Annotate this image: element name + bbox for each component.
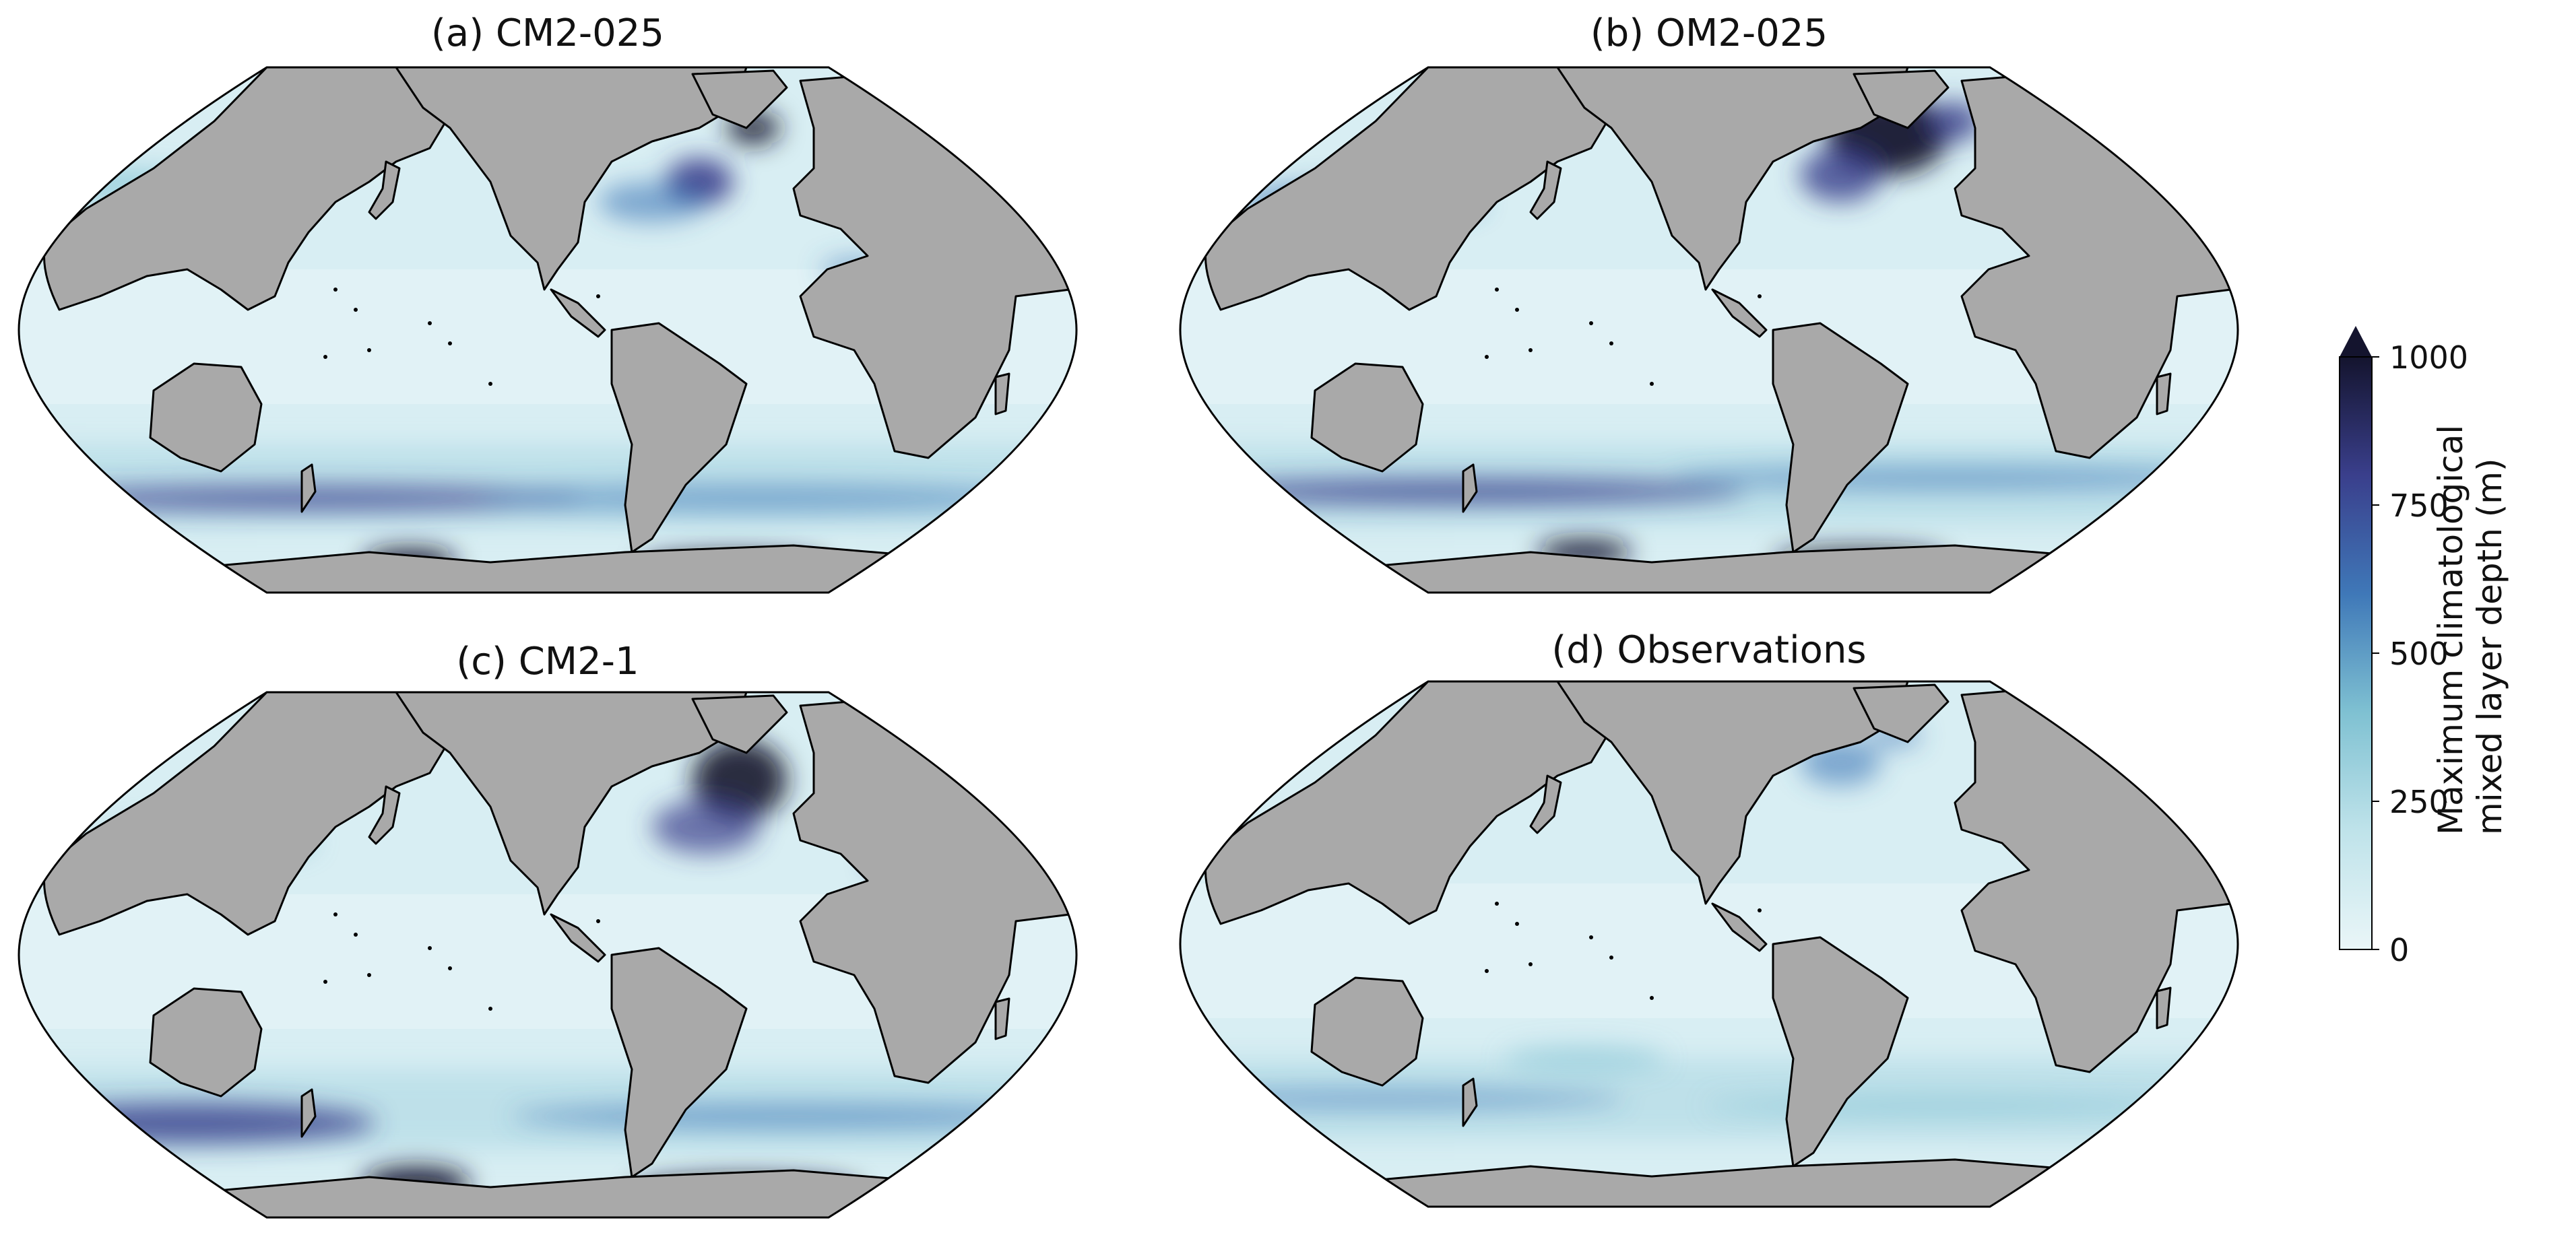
land-masses bbox=[1204, 681, 2238, 1207]
colorbar-tick-250: 250 bbox=[2389, 784, 2449, 820]
colorbar-tick-750: 750 bbox=[2389, 488, 2449, 524]
colorbar-tick-0: 0 bbox=[2389, 932, 2410, 968]
panel-title-a: (a) CM2-025 bbox=[431, 11, 664, 55]
map-panel-a bbox=[18, 66, 1078, 594]
map-boundary bbox=[1179, 66, 2239, 594]
colorbar-extend-arrow bbox=[2340, 326, 2372, 357]
colorbar bbox=[2339, 326, 2379, 950]
panel-title-c: (c) CM2-1 bbox=[456, 640, 639, 683]
colorbar-tick-500: 500 bbox=[2389, 636, 2449, 672]
panel-title-d: (d) Observations bbox=[1551, 628, 1867, 672]
map-boundary bbox=[1179, 680, 2239, 1208]
map-panel-c bbox=[18, 691, 1078, 1219]
map-panel-d bbox=[1179, 680, 2239, 1208]
map-boundary bbox=[18, 691, 1078, 1219]
map-panel-b bbox=[1179, 66, 2239, 594]
colorbar-tick-1000: 1000 bbox=[2389, 339, 2469, 376]
map-boundary bbox=[18, 66, 1078, 594]
colorbar-gradient bbox=[2339, 356, 2373, 950]
land-masses bbox=[43, 67, 1076, 593]
panel-title-b: (b) OM2-025 bbox=[1590, 11, 1828, 55]
colorbar-label: Maximum climatological mixed layer depth… bbox=[2431, 424, 2509, 835]
